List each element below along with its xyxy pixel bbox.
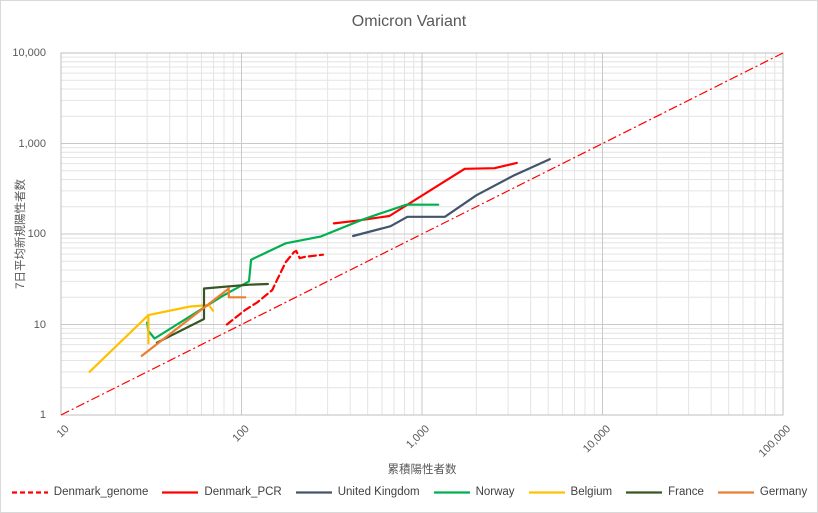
legend-label: Norway	[475, 486, 515, 498]
legend-label: Denmark_genome	[53, 486, 149, 498]
legend-line-sample-icon	[433, 490, 470, 494]
legend-line-sample-icon	[295, 490, 332, 494]
legend-item-norway[interactable]: Norway	[433, 486, 515, 498]
y-tick-label: 10,000	[12, 47, 46, 59]
legend-item-belgium[interactable]: Belgium	[528, 486, 613, 498]
x-tick-label: 100,000	[756, 423, 794, 460]
legend-line-sample-icon	[717, 490, 754, 494]
chart-title: Omicron Variant	[351, 13, 467, 30]
y-tick-label: 1,000	[18, 137, 46, 150]
legend-label: Denmark_PCR	[204, 486, 282, 498]
x-tick-label: 10	[54, 423, 72, 441]
legend-item-france[interactable]: France	[625, 486, 704, 498]
series-line-norway[interactable]	[145, 203, 440, 340]
series-line-denmark-genome[interactable]	[225, 249, 325, 326]
legend: Denmark_genome Denmark_PCR United Kingdom N…	[1, 486, 817, 498]
legend-label: Belgium	[570, 486, 613, 498]
legend-item-united-kingdom[interactable]: United Kingdom	[295, 486, 420, 498]
legend-label: France	[668, 486, 704, 498]
y-axis-title: 7日平均新規陽性者数	[15, 179, 27, 289]
series-line-united-kingdom[interactable]	[352, 158, 551, 238]
series-line-denmark-pcr[interactable]	[332, 161, 518, 225]
legend-label: Germany	[759, 486, 808, 498]
legend-item-denmark-pcr[interactable]: Denmark_PCR	[161, 486, 282, 498]
legend-line-sample-icon	[528, 490, 565, 494]
series-line-france[interactable]	[155, 282, 269, 344]
reference-line-diagonal	[60, 52, 784, 416]
legend-line-sample-icon	[626, 490, 663, 494]
legend-item-germany[interactable]: Germany	[717, 486, 807, 498]
x-tick-label: 1,000	[404, 423, 433, 451]
y-tick-label: 1	[39, 409, 46, 421]
series-line-germany[interactable]	[140, 287, 247, 357]
x-axis-title: 累積陽性者数	[387, 464, 457, 476]
x-tick-label: 10,000	[580, 423, 613, 456]
legend-line-sample-icon	[11, 490, 48, 494]
y-tick-label: 100	[27, 228, 46, 240]
y-tick-label: 10	[33, 318, 46, 331]
plot-area[interactable]	[60, 52, 784, 416]
legend-label: United Kingdom	[337, 486, 420, 498]
legend-line-sample-icon	[162, 490, 199, 494]
legend-item-denmark-genome[interactable]: Denmark_genome	[11, 486, 149, 498]
x-tick-label: 100	[230, 423, 252, 445]
